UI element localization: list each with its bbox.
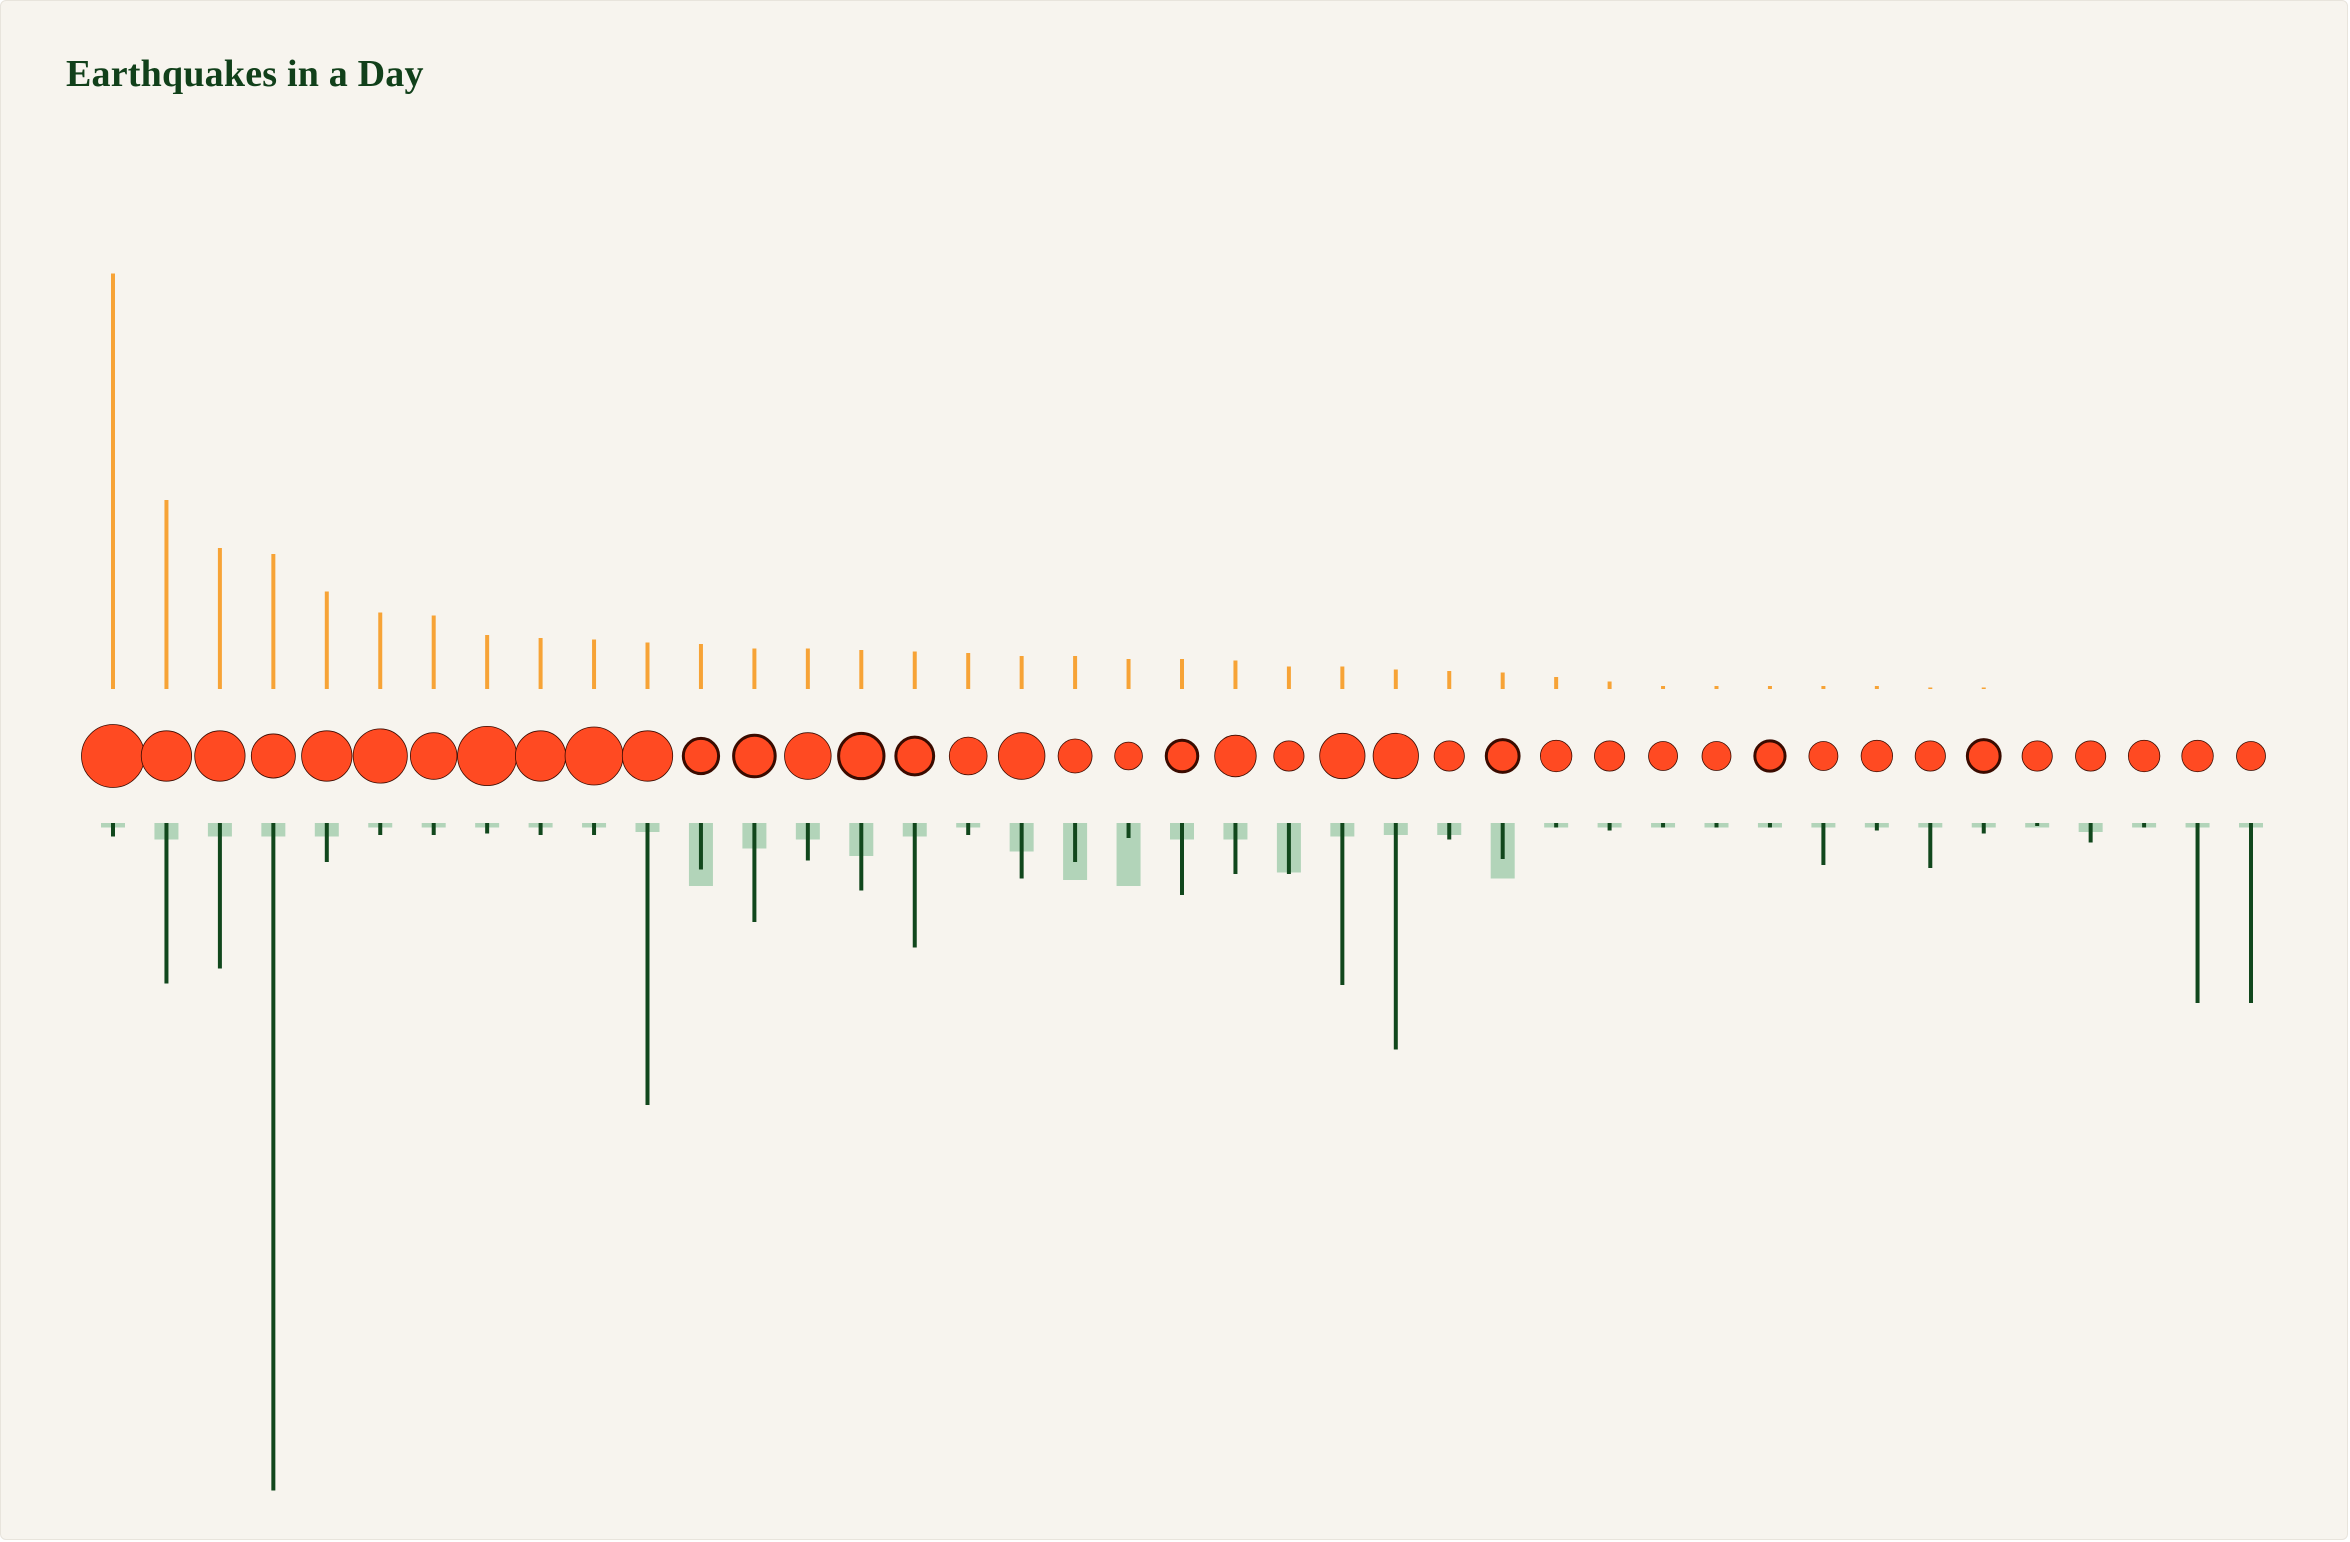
magnitude-circle	[894, 735, 936, 777]
magnitude-circle	[621, 730, 674, 782]
magnitude-circle	[140, 730, 193, 782]
magnitude-circle	[194, 730, 246, 782]
magnitude-circle	[1433, 740, 1465, 772]
magnitude-circle	[352, 728, 408, 784]
magnitude-circle	[1214, 734, 1257, 778]
magnitude-circle	[1273, 740, 1305, 772]
magnitude-circle	[1965, 738, 2002, 774]
magnitude-circle	[837, 731, 886, 781]
chart-title: Earthquakes in a Day	[66, 53, 424, 95]
magnitude-circle	[250, 733, 296, 779]
magnitude-circle	[1701, 741, 1732, 771]
magnitude-circle	[1648, 741, 1678, 771]
magnitude-circle	[2021, 740, 2053, 772]
magnitude-circle	[514, 730, 567, 782]
magnitude-circle	[681, 736, 721, 776]
magnitude-circle	[997, 732, 1046, 780]
magnitude-circle	[1114, 741, 1143, 771]
bottom-stems-group	[111, 823, 2253, 1491]
magnitude-circle	[1594, 740, 1626, 772]
magnitude-circle	[81, 724, 145, 788]
magnitude-circle	[1319, 732, 1366, 780]
magnitude-circle	[1164, 738, 1200, 774]
magnitude-circle	[564, 726, 624, 786]
magnitude-circle	[1057, 738, 1093, 774]
magnitude-circle	[2181, 739, 2214, 773]
circles-group	[81, 724, 2266, 788]
magnitude-circle	[1372, 732, 1419, 780]
top-stems-group	[111, 273, 1986, 689]
magnitude-circle	[784, 732, 832, 780]
magnitude-circle	[2075, 740, 2107, 772]
magnitude-circle	[1540, 739, 1573, 773]
magnitude-circle	[1484, 738, 1521, 774]
magnitude-circle	[1860, 739, 1893, 773]
magnitude-circle	[732, 733, 777, 779]
magnitude-circle	[409, 732, 458, 780]
magnitude-circle	[2127, 739, 2161, 773]
magnitude-circle	[1753, 739, 1787, 773]
magnitude-circle	[948, 736, 988, 776]
magnitude-circle	[301, 730, 353, 782]
magnitude-circle	[2236, 741, 2266, 771]
magnitude-circle	[457, 725, 518, 787]
magnitude-circle	[1808, 741, 1839, 771]
magnitude-circle	[1914, 740, 1946, 772]
